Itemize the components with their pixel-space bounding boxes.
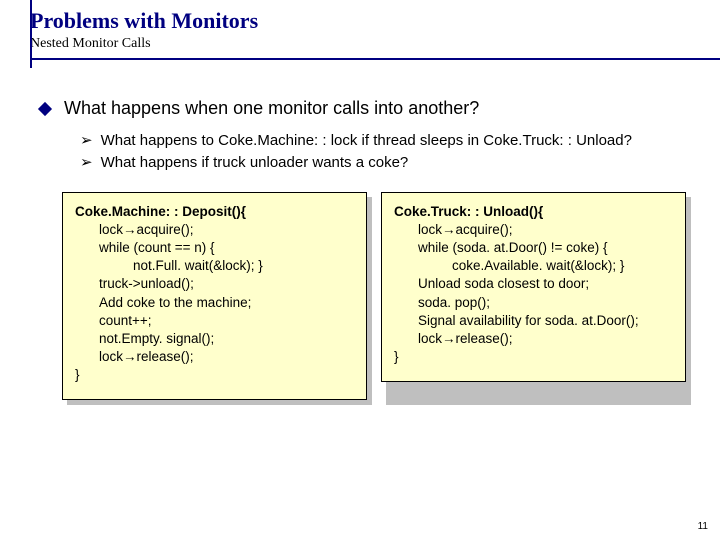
- code-box-left: Coke.Machine: : Deposit(){ lock→acquire(…: [62, 192, 367, 400]
- arrow-bullet-icon: ➢: [80, 153, 93, 173]
- sub-bullet-text: What happens to Coke.Machine: : lock if …: [101, 131, 632, 151]
- arrow-icon: →: [123, 222, 137, 237]
- slide-content: What happens when one monitor calls into…: [0, 60, 720, 400]
- code-line: lock→release();: [394, 330, 673, 348]
- code-line: lock→release();: [75, 348, 354, 366]
- arrow-bullet-icon: ➢: [80, 131, 93, 151]
- code-line: while (count == n) {: [75, 239, 354, 257]
- code-line: Coke.Machine: : Deposit(){: [75, 203, 354, 221]
- page-number: 11: [698, 521, 708, 532]
- main-bullet-text: What happens when one monitor calls into…: [64, 98, 479, 119]
- sub-bullet: ➢ What happens to Coke.Machine: : lock i…: [80, 131, 690, 151]
- code-line: lock→acquire();: [75, 221, 354, 239]
- main-bullet: What happens when one monitor calls into…: [40, 98, 690, 119]
- code-line: coke.Available. wait(&lock); }: [394, 257, 673, 275]
- code-box-right: Coke.Truck: : Unload(){ lock→acquire(); …: [381, 192, 686, 382]
- code-line: }: [75, 366, 354, 384]
- sub-bullet-text: What happens if truck unloader wants a c…: [101, 153, 409, 173]
- code-line: truck->unload();: [75, 275, 354, 293]
- code-line: not.Empty. signal();: [75, 330, 354, 348]
- code-row: Coke.Machine: : Deposit(){ lock→acquire(…: [62, 192, 686, 400]
- code-line: Coke.Truck: : Unload(){: [394, 203, 673, 221]
- slide-subtitle: Nested Monitor Calls: [30, 36, 720, 52]
- code-line: lock→acquire();: [394, 221, 673, 239]
- code-line: Signal availability for soda. at.Door();: [394, 312, 673, 330]
- code-line: Add coke to the machine;: [75, 294, 354, 312]
- code-box-right-wrap: Coke.Truck: : Unload(){ lock→acquire(); …: [381, 192, 686, 400]
- code-line: count++;: [75, 312, 354, 330]
- diamond-bullet-icon: [38, 102, 52, 116]
- arrow-icon: →: [442, 331, 456, 346]
- code-line: while (soda. at.Door() != coke) {: [394, 239, 673, 257]
- code-line: soda. pop();: [394, 294, 673, 312]
- sub-bullet-list: ➢ What happens to Coke.Machine: : lock i…: [80, 131, 690, 174]
- code-line: not.Full. wait(&lock); }: [75, 257, 354, 275]
- slide-title: Problems with Monitors: [30, 8, 720, 34]
- slide-header: Problems with Monitors Nested Monitor Ca…: [0, 0, 720, 60]
- code-line: Unload soda closest to door;: [394, 275, 673, 293]
- code-box-left-wrap: Coke.Machine: : Deposit(){ lock→acquire(…: [62, 192, 367, 400]
- arrow-icon: →: [442, 222, 456, 237]
- sub-bullet: ➢ What happens if truck unloader wants a…: [80, 153, 690, 173]
- header-vertical-rule: [30, 0, 32, 68]
- code-line: }: [394, 348, 673, 366]
- arrow-icon: →: [123, 349, 137, 364]
